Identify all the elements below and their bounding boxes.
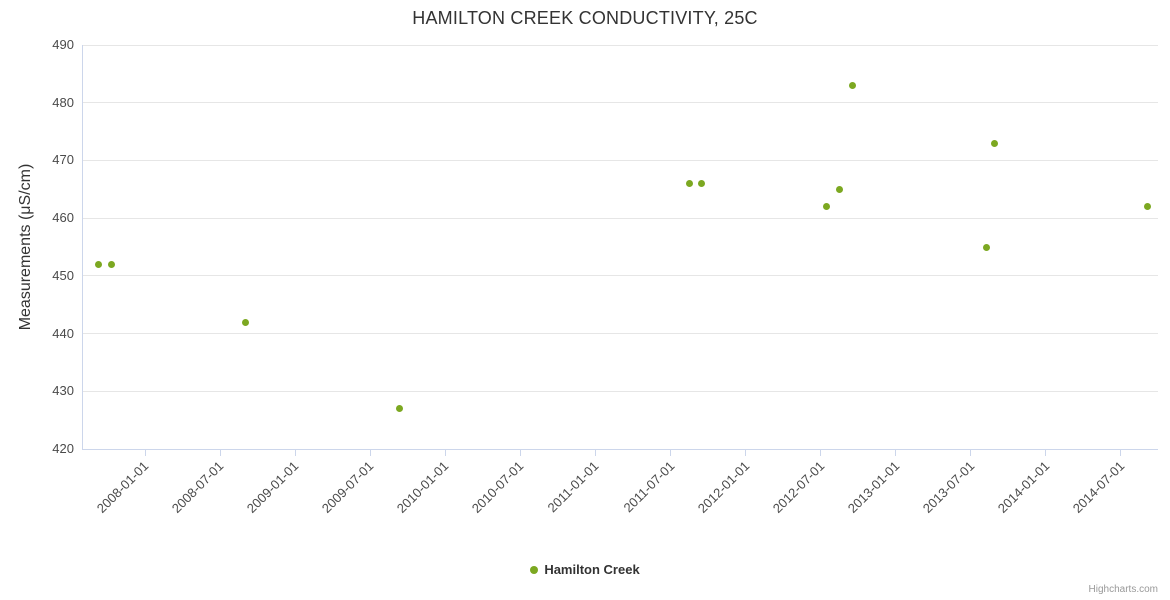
y-axis-title: Measurements (μS/cm): [17, 163, 34, 331]
y-gridline: [82, 275, 1158, 277]
data-point[interactable]: [697, 180, 705, 187]
x-tick-mark: [144, 450, 146, 456]
y-tick-label: 470: [52, 152, 74, 168]
x-tick-mark: [895, 450, 897, 456]
x-tick-mark: [294, 450, 296, 456]
x-tick-mark: [745, 450, 747, 456]
y-tick-label: 420: [52, 441, 74, 456]
x-tick-label: 2014-07-01: [1069, 458, 1128, 516]
x-tick-mark: [519, 450, 521, 456]
y-tick-label: 450: [52, 267, 74, 283]
chart-title: HAMILTON CREEK CONDUCTIVITY, 25C: [412, 8, 758, 28]
x-tick-mark: [444, 450, 446, 456]
y-gridline: [82, 390, 1158, 392]
data-point[interactable]: [983, 243, 991, 251]
x-axis-line: [82, 449, 1158, 450]
data-point[interactable]: [991, 139, 999, 147]
x-tick-label: 2009-07-01: [319, 458, 377, 516]
x-tick-mark: [219, 450, 221, 456]
x-tick-label: 2014-01-01: [994, 458, 1053, 516]
y-gridline: [82, 159, 1158, 161]
x-tick-label: 2008-07-01: [168, 458, 227, 516]
y-gridline: [82, 44, 1158, 46]
x-tick-mark: [369, 450, 371, 456]
y-tick-label: 460: [52, 210, 74, 226]
x-tick-mark: [594, 450, 596, 456]
x-tick-label: 2010-01-01: [394, 458, 452, 516]
data-point[interactable]: [1144, 203, 1152, 211]
legend-label: Hamilton Creek: [544, 562, 640, 577]
x-tick-label: 2011-01-01: [544, 458, 602, 516]
data-point[interactable]: [241, 318, 249, 326]
data-point[interactable]: [108, 260, 116, 268]
data-point[interactable]: [94, 260, 102, 268]
y-axis-line: [82, 45, 83, 449]
data-point[interactable]: [823, 203, 831, 211]
legend[interactable]: Hamilton Creek: [0, 562, 1170, 577]
y-gridline: [82, 333, 1158, 335]
x-tick-label: 2008-01-01: [93, 458, 152, 516]
legend-marker-icon: [530, 565, 539, 574]
data-point[interactable]: [835, 185, 843, 193]
y-tick-label: 440: [52, 325, 74, 341]
y-gridline: [82, 102, 1158, 104]
data-point[interactable]: [395, 405, 403, 413]
x-tick-label: 2012-07-01: [769, 458, 828, 516]
data-point[interactable]: [849, 81, 857, 89]
y-tick-label: 480: [52, 94, 74, 110]
x-tick-label: 2011-07-01: [619, 458, 677, 516]
x-tick-mark: [820, 450, 822, 456]
x-tick-mark: [1045, 450, 1047, 456]
x-tick-label: 2009-01-01: [243, 458, 302, 516]
x-tick-mark: [970, 450, 972, 456]
data-point[interactable]: [686, 180, 694, 187]
y-tick-label: 430: [52, 383, 74, 399]
y-gridline: [82, 217, 1158, 219]
highcharts-credit[interactable]: Highcharts.com: [1088, 584, 1158, 595]
x-tick-label: 2010-07-01: [469, 458, 527, 516]
x-tick-mark: [670, 450, 672, 456]
x-tick-label: 2013-01-01: [844, 458, 903, 516]
x-tick-label: 2013-07-01: [919, 458, 978, 516]
x-tick-label: 2012-01-01: [694, 458, 753, 516]
y-tick-label: 490: [52, 37, 74, 52]
x-tick-mark: [1120, 450, 1122, 456]
